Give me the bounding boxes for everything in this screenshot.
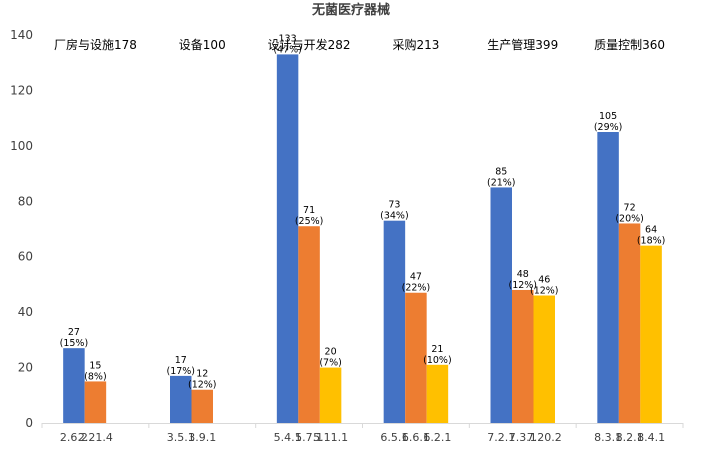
x-tick-label: 8.3.1 xyxy=(594,431,622,444)
y-tick-label: 100 xyxy=(10,139,33,153)
data-label-percent: (10%) xyxy=(423,355,452,366)
group-label: 设计与开发282 xyxy=(268,37,351,52)
data-label-value: 47 xyxy=(410,272,422,283)
data-label-value: 133 xyxy=(279,33,297,44)
bar xyxy=(276,54,299,424)
bar xyxy=(618,223,641,423)
bar xyxy=(191,389,213,423)
data-label-percent: (29%) xyxy=(594,122,623,133)
x-tick-label: 6.2.1 xyxy=(423,431,451,444)
data-label-percent: (21%) xyxy=(487,177,516,188)
data-label-percent: (12%) xyxy=(188,380,217,391)
data-label-percent: (25%) xyxy=(295,216,324,227)
bar xyxy=(170,375,192,423)
data-label-value: 17 xyxy=(175,355,187,366)
data-label-value: 15 xyxy=(89,360,101,371)
data-label-value: 85 xyxy=(495,166,507,177)
data-label-percent: (47%) xyxy=(273,44,302,55)
data-label-value: 72 xyxy=(624,202,636,213)
x-tick-label: 7.3.1 xyxy=(509,431,537,444)
y-tick-label: 80 xyxy=(18,194,33,208)
y-tick-label: 40 xyxy=(18,305,33,319)
group-label: 厂房与设施178 xyxy=(54,37,137,52)
data-label-value: 21 xyxy=(431,344,443,355)
data-label-percent: (20%) xyxy=(615,213,644,224)
bar xyxy=(640,245,662,423)
bar xyxy=(298,226,320,423)
data-label-percent: (22%) xyxy=(402,283,431,294)
data-label-percent: (7%) xyxy=(319,358,341,369)
x-tick-label: 5.7.1 xyxy=(295,431,323,444)
data-label-percent: (18%) xyxy=(637,236,666,247)
bars xyxy=(63,54,662,424)
bar xyxy=(597,132,619,423)
data-label-value: 12 xyxy=(196,369,208,380)
bar xyxy=(319,367,342,423)
group-label: 质量控制360 xyxy=(594,38,665,52)
x-tick-label: 7.20.2 xyxy=(527,431,562,444)
bar xyxy=(490,187,512,423)
data-label-value: 73 xyxy=(388,200,400,211)
data-label-value: 64 xyxy=(645,225,657,236)
data-label-percent: (15%) xyxy=(60,338,89,349)
group-labels: 厂房与设施178 设备100 设计与开发282 采购213 生产管理399 质量控制360 xyxy=(54,37,665,52)
data-label-value: 71 xyxy=(303,205,315,216)
data-label-percent: (12%) xyxy=(530,286,559,297)
data-label-value: 20 xyxy=(325,347,337,358)
x-tick-label: 7.2.1 xyxy=(487,431,515,444)
y-tick-label: 60 xyxy=(18,250,33,264)
y-tick-label: 0 xyxy=(25,416,33,430)
x-axis: 2.6.22.21.4 3.5.13.9.1 5.4.15.7.15.11.1 6.5… xyxy=(41,423,684,444)
data-label-percent: (34%) xyxy=(380,211,409,222)
group-label: 采购213 xyxy=(392,37,439,52)
group-label: 生产管理399 xyxy=(487,37,558,52)
x-tick-label: 2.6.2 xyxy=(60,431,88,444)
bar xyxy=(383,220,406,423)
x-tick-label: 5.4.1 xyxy=(274,431,302,444)
y-tick-label: 120 xyxy=(10,83,33,97)
x-tick-label: 2.21.4 xyxy=(78,431,113,444)
y-axis: 0 20 40 60 80 100 120 140 xyxy=(10,28,33,430)
x-tick-label: 3.5.1 xyxy=(167,431,195,444)
bar xyxy=(512,289,534,423)
data-labels: 27(15%)15(8%)17(17%) 12(12%)133(47%)71(25… xyxy=(60,33,666,390)
data-label-value: 27 xyxy=(68,327,80,338)
x-tick-label: 8.4.1 xyxy=(637,431,665,444)
x-tick-label: 8.2.1 xyxy=(616,431,644,444)
group-label: 设备100 xyxy=(179,38,226,52)
x-tick-label: 6.6.1 xyxy=(402,431,430,444)
data-label-value: 48 xyxy=(517,269,529,280)
bar xyxy=(63,348,85,423)
data-label-value: 105 xyxy=(599,111,617,122)
data-label-percent: (8%) xyxy=(84,371,106,382)
y-tick-label: 140 xyxy=(10,28,33,42)
chart-title: 无菌医疗器械 xyxy=(311,2,390,18)
x-tick-label: 5.11.1 xyxy=(313,431,348,444)
x-tick-label: 6.5.1 xyxy=(380,431,408,444)
y-tick-label: 20 xyxy=(18,361,33,375)
bar xyxy=(405,292,427,423)
x-tick-label: 3.9.1 xyxy=(188,431,216,444)
bar xyxy=(426,364,449,423)
data-label-percent: (17%) xyxy=(166,366,195,377)
bar xyxy=(84,381,107,423)
data-label-value: 46 xyxy=(538,275,550,286)
bar xyxy=(533,295,555,423)
data-label-percent: (12%) xyxy=(508,280,537,291)
